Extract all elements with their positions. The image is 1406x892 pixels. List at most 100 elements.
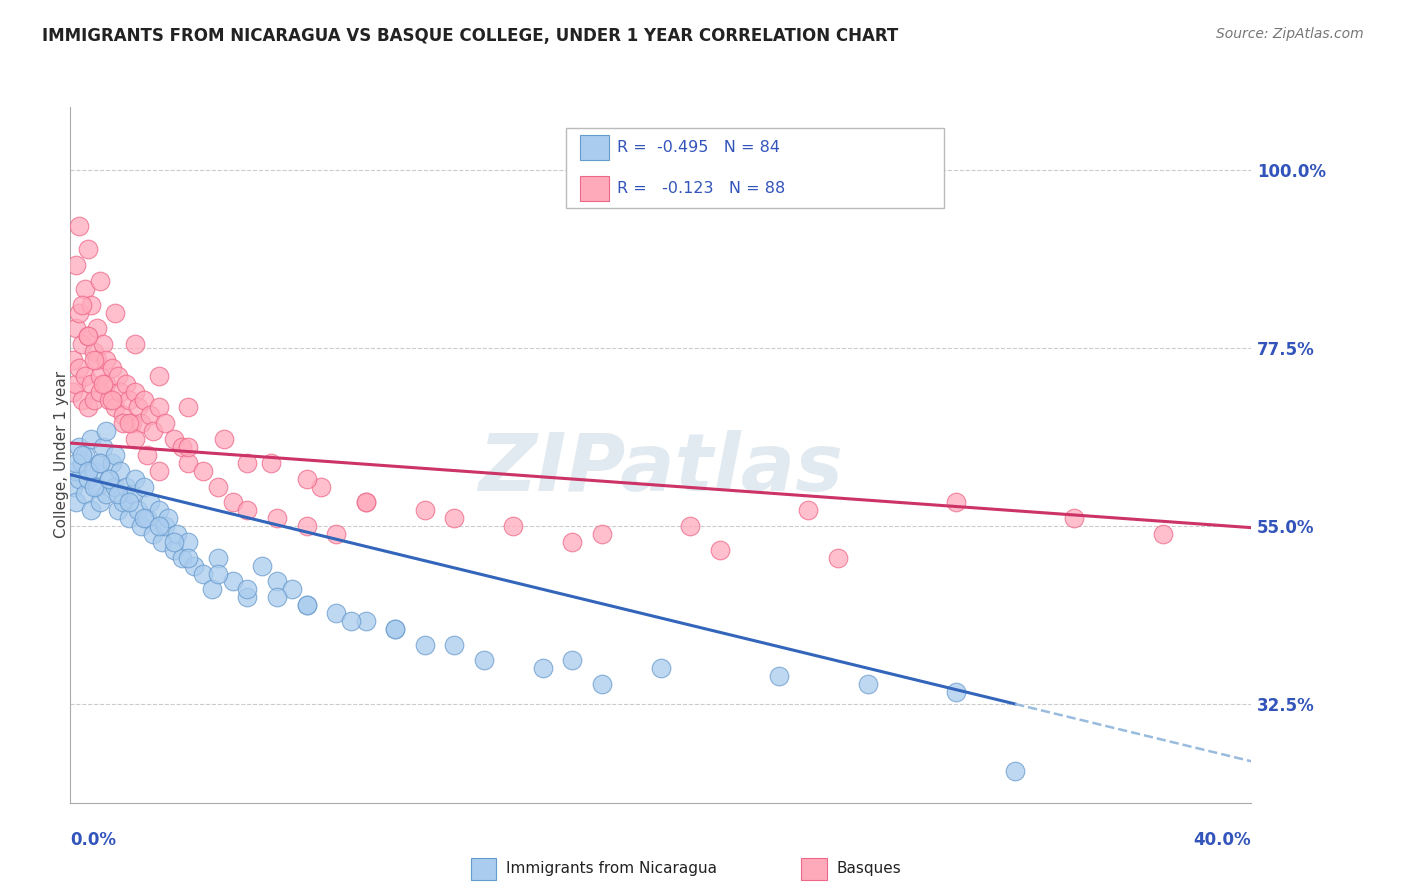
Point: [266, 511, 288, 525]
Point: [77, 329, 100, 343]
Point: [591, 677, 613, 691]
Point: [142, 527, 165, 541]
Point: [77, 329, 100, 343]
Point: [107, 503, 129, 517]
Point: [65, 495, 87, 509]
Point: [107, 487, 129, 501]
Point: [94, 424, 117, 438]
Point: [295, 472, 318, 486]
Point: [65, 321, 87, 335]
Point: [67, 219, 90, 233]
Point: [100, 392, 122, 407]
Point: [70, 337, 93, 351]
Point: [384, 622, 406, 636]
Point: [266, 574, 288, 589]
Point: [129, 417, 152, 431]
Point: [77, 464, 100, 478]
Text: Source: ZipAtlas.com: Source: ZipAtlas.com: [1216, 27, 1364, 41]
Point: [62, 353, 84, 368]
Point: [127, 503, 149, 517]
Point: [104, 479, 127, 493]
Point: [260, 456, 283, 470]
Point: [222, 574, 245, 589]
Point: [945, 495, 967, 509]
Point: [163, 432, 186, 446]
Point: [163, 542, 186, 557]
Point: [354, 495, 377, 509]
Point: [136, 511, 159, 525]
Point: [166, 527, 188, 541]
Point: [156, 511, 179, 525]
Point: [100, 361, 122, 376]
Point: [62, 384, 84, 399]
Point: [89, 456, 111, 470]
Point: [97, 472, 120, 486]
Point: [112, 495, 135, 509]
Point: [150, 535, 173, 549]
Y-axis label: College, Under 1 year: College, Under 1 year: [55, 371, 69, 539]
Text: 40.0%: 40.0%: [1194, 830, 1251, 848]
Point: [384, 622, 406, 636]
Point: [191, 464, 214, 478]
Point: [650, 661, 672, 675]
Point: [281, 582, 304, 597]
Point: [443, 638, 465, 652]
Point: [502, 519, 524, 533]
Point: [201, 582, 224, 597]
Point: [183, 558, 205, 573]
Point: [325, 527, 347, 541]
Point: [207, 566, 229, 581]
Point: [83, 479, 105, 493]
Point: [136, 448, 159, 462]
Point: [62, 479, 84, 493]
Point: [797, 503, 820, 517]
Point: [97, 472, 120, 486]
Point: [70, 448, 93, 462]
Point: [236, 456, 259, 470]
Point: [295, 598, 318, 612]
Point: [1063, 511, 1085, 525]
Point: [191, 566, 214, 581]
Point: [177, 401, 200, 415]
Point: [177, 456, 200, 470]
Point: [77, 401, 100, 415]
Point: [89, 368, 111, 383]
Point: [110, 384, 132, 399]
Point: [148, 503, 170, 517]
Point: [77, 243, 100, 257]
Point: [177, 535, 200, 549]
Point: [148, 368, 170, 383]
Point: [83, 353, 105, 368]
Point: [112, 417, 135, 431]
Text: IMMIGRANTS FROM NICARAGUA VS BASQUE COLLEGE, UNDER 1 YEAR CORRELATION CHART: IMMIGRANTS FROM NICARAGUA VS BASQUE COLL…: [42, 27, 898, 45]
Point: [236, 582, 259, 597]
Point: [65, 456, 87, 470]
Point: [132, 479, 156, 493]
Point: [856, 677, 879, 691]
Point: [83, 392, 105, 407]
Text: R =  -0.495   N = 84: R = -0.495 N = 84: [617, 140, 780, 155]
Text: Basques: Basques: [837, 862, 901, 876]
Point: [132, 392, 156, 407]
Point: [1004, 764, 1026, 779]
Point: [80, 376, 103, 391]
Point: [945, 685, 967, 699]
Point: [222, 495, 245, 509]
Point: [121, 417, 143, 431]
Point: [172, 550, 194, 565]
Point: [75, 487, 96, 501]
Point: [67, 361, 90, 376]
Point: [110, 464, 132, 478]
Point: [827, 550, 849, 565]
Point: [132, 511, 156, 525]
Point: [591, 527, 613, 541]
Point: [153, 519, 176, 533]
Text: Immigrants from Nicaragua: Immigrants from Nicaragua: [506, 862, 717, 876]
Point: [86, 321, 108, 335]
Point: [91, 376, 114, 391]
Point: [236, 591, 259, 605]
Point: [77, 472, 100, 486]
Point: [139, 409, 162, 423]
Point: [207, 550, 229, 565]
Point: [75, 282, 96, 296]
